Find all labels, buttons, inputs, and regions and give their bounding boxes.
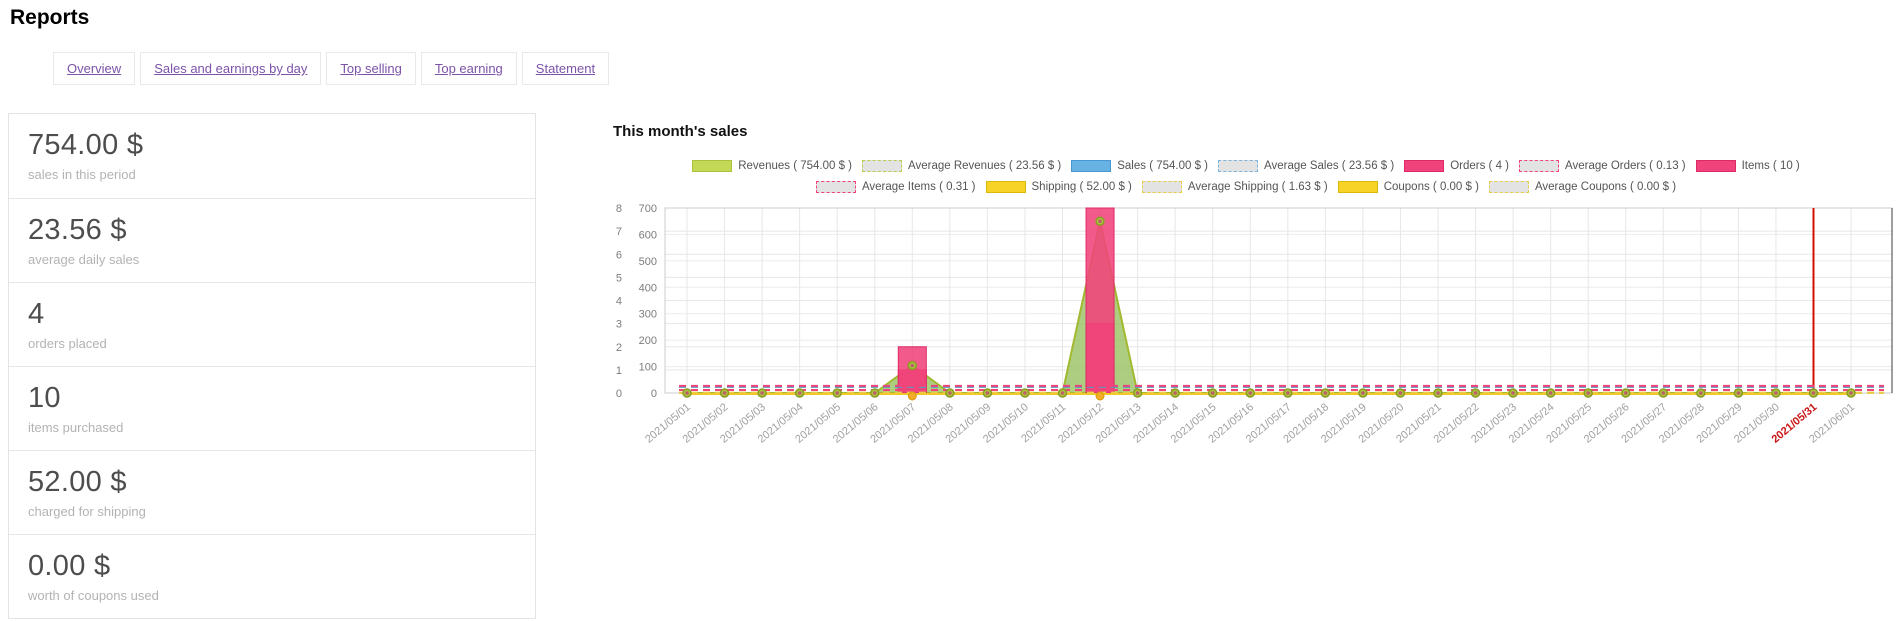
- legend-swatch: [1519, 159, 1560, 172]
- svg-text:8: 8: [616, 203, 622, 215]
- legend-coupons: Coupons ( 0.00 $ ): [1337, 180, 1479, 193]
- legend-row: Revenues ( 754.00 $ ) Average Revenues ( …: [600, 155, 1892, 176]
- legend-sales: Sales ( 754.00 $ ): [1071, 159, 1209, 172]
- legend-label: Shipping ( 52.00 $ ): [1031, 180, 1132, 193]
- svg-text:500: 500: [639, 256, 657, 268]
- legend-swatch: [985, 180, 1026, 193]
- stat-items-purchased: 10 items purchased: [9, 366, 535, 450]
- legend-label: Average Items ( 0.31 ): [861, 180, 976, 193]
- legend-label: Average Coupons ( 0.00 $ ): [1534, 180, 1677, 193]
- svg-text:600: 600: [639, 229, 657, 241]
- svg-text:7: 7: [616, 226, 622, 238]
- legend-orders: Orders ( 4 ): [1404, 159, 1510, 172]
- stat-orders-placed: 4 orders placed: [9, 282, 535, 366]
- stat-label: orders placed: [28, 336, 107, 351]
- page-title: Reports: [10, 6, 90, 29]
- svg-text:0: 0: [651, 388, 657, 400]
- legend-label: Items ( 10 ): [1741, 159, 1800, 172]
- chart-title: This month's sales: [613, 123, 748, 140]
- stat-value: 52.00 $: [28, 466, 127, 498]
- legend-swatch: [815, 180, 856, 193]
- legend-average-sales: Average Sales ( 23.56 $ ): [1218, 159, 1395, 172]
- report-tabs: Overview Sales and earnings by day Top sel…: [53, 52, 614, 85]
- tab-top-earning[interactable]: Top earning: [420, 52, 517, 85]
- svg-text:100: 100: [639, 362, 657, 374]
- legend-swatch: [692, 159, 733, 172]
- stat-value: 10: [28, 382, 61, 414]
- legend-swatch: [862, 159, 903, 172]
- legend-swatch: [1695, 159, 1736, 172]
- legend-label: Coupons ( 0.00 $ ): [1383, 180, 1479, 193]
- legend-swatch: [1404, 159, 1445, 172]
- svg-text:4: 4: [616, 296, 622, 308]
- legend-revenues: Revenues ( 754.00 $ ): [692, 159, 853, 172]
- svg-text:700: 700: [639, 203, 657, 215]
- legend-swatch: [1071, 159, 1112, 172]
- svg-text:300: 300: [639, 309, 657, 321]
- stat-label: average daily sales: [28, 252, 140, 267]
- stat-value: 0.00 $: [28, 550, 111, 582]
- svg-text:400: 400: [639, 282, 657, 294]
- legend-label: Revenues ( 754.00 $ ): [738, 159, 853, 172]
- legend-swatch: [1337, 180, 1378, 193]
- svg-text:200: 200: [639, 335, 657, 347]
- tab-top-selling[interactable]: Top selling: [326, 52, 416, 85]
- stat-charged-for-shipping: 52.00 $ charged for shipping: [9, 450, 535, 534]
- sales-chart-canvas: 01234567801002003004005006007002021/05/0…: [616, 203, 1893, 446]
- chart-legend: Revenues ( 754.00 $ ) Average Revenues ( …: [600, 155, 1892, 197]
- stat-label: charged for shipping: [28, 504, 146, 519]
- legend-average-orders: Average Orders ( 0.13 ): [1519, 159, 1686, 172]
- legend-label: Sales ( 754.00 $ ): [1117, 159, 1209, 172]
- stat-label: sales in this period: [28, 167, 136, 182]
- legend-swatch: [1488, 180, 1529, 193]
- svg-text:2: 2: [616, 342, 622, 354]
- legend-row: Average Items ( 0.31 ) Shipping ( 52.00 $…: [600, 176, 1892, 197]
- stats-panel: 754.00 $ sales in this period 23.56 $ avera…: [8, 113, 536, 619]
- legend-shipping: Shipping ( 52.00 $ ): [985, 180, 1132, 193]
- svg-text:0: 0: [616, 388, 622, 400]
- stat-average-daily-sales: 23.56 $ average daily sales: [9, 198, 535, 282]
- legend-average-items: Average Items ( 0.31 ): [815, 180, 976, 193]
- tab-statement[interactable]: Statement: [521, 52, 610, 85]
- tab-sales-and-earnings-by-day[interactable]: Sales and earnings by day: [140, 52, 322, 85]
- legend-label: Average Shipping ( 1.63 $ ): [1187, 180, 1328, 193]
- legend-label: Average Sales ( 23.56 $ ): [1264, 159, 1395, 172]
- stat-value: 754.00 $: [28, 129, 144, 161]
- svg-text:3: 3: [616, 319, 622, 331]
- tab-overview[interactable]: Overview: [53, 52, 136, 85]
- legend-swatch: [1141, 180, 1182, 193]
- legend-average-coupons: Average Coupons ( 0.00 $ ): [1488, 180, 1677, 193]
- stat-label: worth of coupons used: [28, 588, 159, 603]
- legend-label: Average Revenues ( 23.56 $ ): [908, 159, 1062, 172]
- stat-sales-in-this-period: 754.00 $ sales in this period: [9, 114, 535, 198]
- legend-label: Average Orders ( 0.13 ): [1565, 159, 1686, 172]
- legend-average-shipping: Average Shipping ( 1.63 $ ): [1141, 180, 1328, 193]
- stat-label: items purchased: [28, 420, 124, 435]
- legend-items: Items ( 10 ): [1695, 159, 1800, 172]
- legend-average-revenues: Average Revenues ( 23.56 $ ): [862, 159, 1062, 172]
- legend-label: Orders ( 4 ): [1450, 159, 1510, 172]
- legend-swatch: [1218, 159, 1259, 172]
- svg-text:5: 5: [616, 272, 622, 284]
- svg-text:6: 6: [616, 249, 622, 261]
- stat-value: 4: [28, 298, 45, 330]
- svg-text:1: 1: [616, 365, 622, 377]
- stat-worth-of-coupons-used: 0.00 $ worth of coupons used: [9, 534, 535, 618]
- stat-value: 23.56 $: [28, 214, 127, 246]
